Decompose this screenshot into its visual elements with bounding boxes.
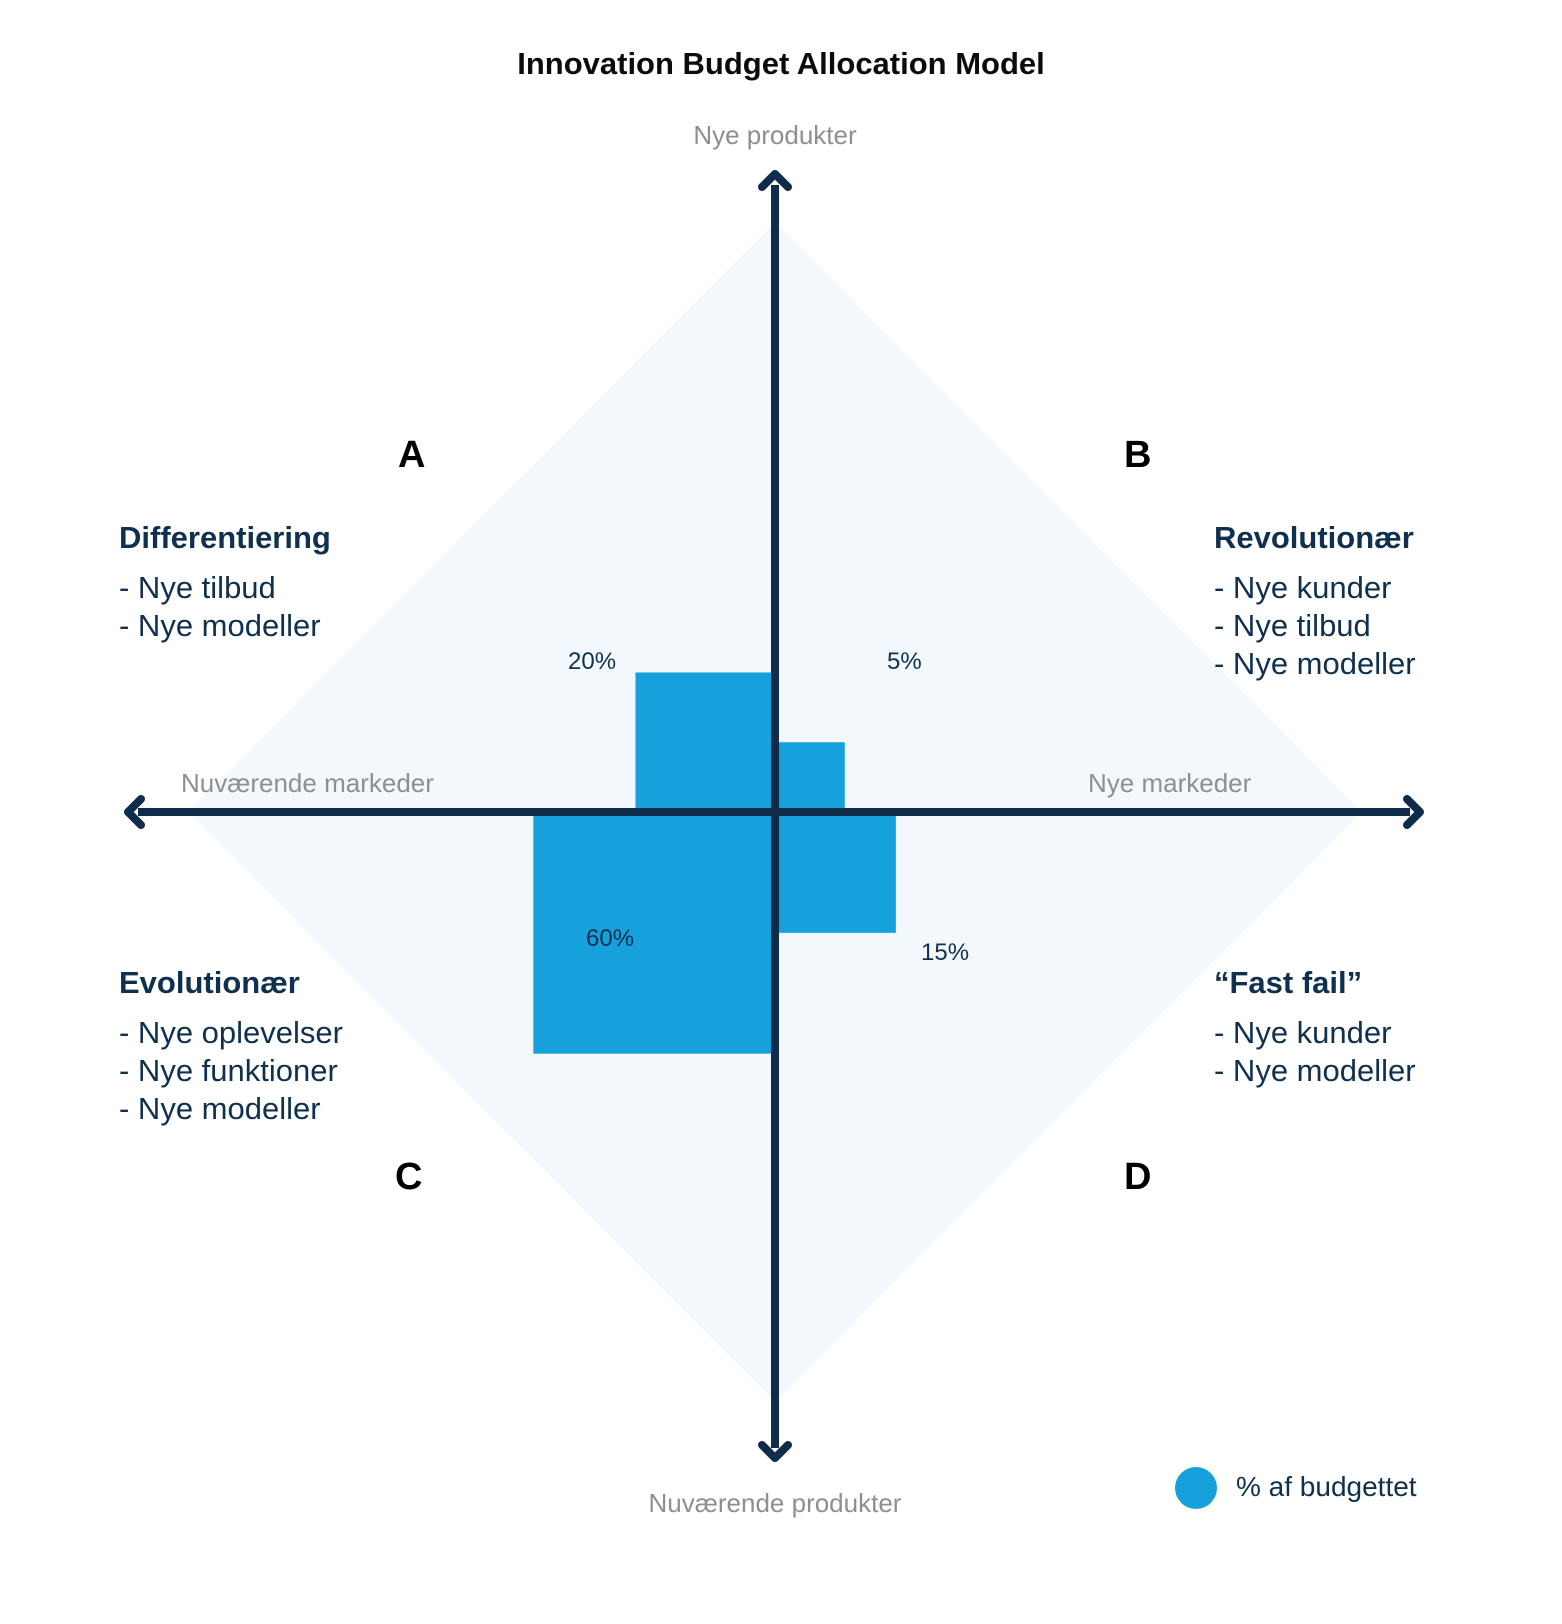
quadrant-letter-d: D	[1124, 1156, 1152, 1198]
quadrant-item: - Nye kunder	[1214, 1015, 1392, 1050]
quadrant-item: - Nye kunder	[1214, 570, 1392, 605]
axis-label-right: Nye markeder	[1088, 768, 1252, 798]
quadrant-percent-a: 20%	[568, 648, 617, 675]
quadrant-name-a: Differentiering	[119, 520, 331, 555]
quadrant-item: - Nye oplevelser	[119, 1015, 343, 1050]
quadrant-items-b: - Nye kunder - Nye tilbud - Nye modeller	[1214, 569, 1416, 683]
quadrant-item: - Nye modeller	[119, 1091, 321, 1126]
axis-label-left: Nuværende markeder	[181, 768, 434, 798]
arrow-right-icon	[1403, 795, 1424, 829]
quadrant-items-c: - Nye oplevelser - Nye funktioner - Nye …	[119, 1014, 343, 1128]
quadrant-percent-b: 5%	[887, 648, 922, 675]
budget-square-b	[775, 742, 845, 812]
quadrant-letter-c: C	[395, 1156, 423, 1198]
arrow-left-icon	[124, 795, 145, 829]
quadrant-items-d: - Nye kunder - Nye modeller	[1214, 1014, 1416, 1090]
quadrant-name-d: “Fast fail”	[1214, 965, 1363, 1000]
legend-swatch-icon	[1175, 1467, 1217, 1509]
arrow-up-icon	[758, 170, 792, 191]
arrow-down-icon	[758, 1441, 792, 1462]
quadrant-item: - Nye funktioner	[119, 1053, 338, 1088]
axis-label-bottom: Nuværende produkter	[648, 1488, 902, 1518]
quadrant-item: - Nye tilbud	[1214, 608, 1371, 643]
quadrant-percent-c: 60%	[586, 925, 635, 952]
budget-squares	[533, 672, 896, 1054]
quadrant-item: - Nye tilbud	[119, 570, 276, 605]
quadrant-name-c: Evolutionær	[119, 965, 300, 1000]
quadrant-letter-a: A	[398, 434, 426, 476]
axis-label-top: Nye produkter	[693, 120, 857, 150]
quadrant-items-a: - Nye tilbud - Nye modeller	[119, 569, 321, 645]
quadrant-percent-d: 15%	[921, 939, 970, 966]
budget-square-a	[635, 672, 775, 812]
legend-label: % af budgettet	[1236, 1471, 1417, 1502]
diagram-title: Innovation Budget Allocation Model	[517, 46, 1045, 81]
quadrant-item: - Nye modeller	[119, 608, 321, 643]
quadrant-name-b: Revolutionær	[1214, 520, 1414, 555]
quadrant-item: - Nye modeller	[1214, 646, 1416, 681]
quadrant-item: - Nye modeller	[1214, 1053, 1416, 1088]
quadrant-letter-b: B	[1124, 434, 1152, 476]
budget-square-c	[533, 812, 775, 1054]
budget-square-d	[775, 812, 896, 933]
